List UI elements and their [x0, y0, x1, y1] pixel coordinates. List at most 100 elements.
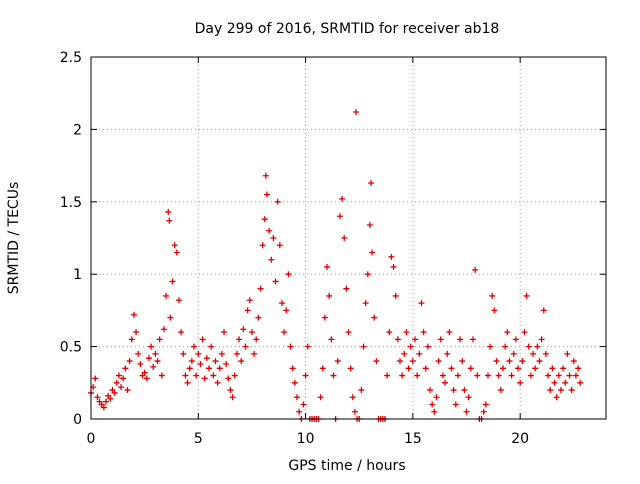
- data-point: [390, 263, 397, 270]
- y-tick-label: 0: [73, 412, 82, 428]
- data-point: [218, 350, 225, 357]
- data-point: [212, 358, 219, 365]
- data-point: [270, 235, 277, 241]
- data-point: [500, 365, 506, 372]
- data-point: [133, 329, 140, 336]
- data-point: [366, 221, 373, 228]
- data-point: [407, 343, 414, 350]
- data-point: [171, 242, 178, 249]
- data-point: [130, 311, 137, 318]
- data-point: [347, 365, 354, 372]
- data-point: [126, 358, 133, 365]
- data-point: [394, 336, 401, 343]
- data-point: [336, 213, 343, 220]
- data-point: [225, 375, 232, 382]
- data-point: [169, 278, 176, 285]
- data-point: [214, 379, 221, 386]
- data-point: [180, 350, 187, 357]
- data-point: [553, 394, 560, 401]
- data-point: [369, 249, 376, 256]
- grid-lines: [91, 57, 606, 419]
- data-point: [160, 326, 167, 333]
- data-point: [253, 336, 260, 343]
- data-point: [203, 355, 210, 362]
- data-point: [517, 379, 524, 386]
- data-point: [263, 191, 270, 198]
- data-point: [519, 358, 526, 365]
- data-point: [167, 314, 174, 321]
- data-point: [141, 369, 148, 376]
- data-point: [403, 329, 410, 336]
- data-point: [412, 336, 419, 343]
- data-point: [515, 365, 522, 372]
- data-point: [467, 365, 474, 372]
- data-point: [572, 372, 579, 379]
- data-point: [191, 343, 197, 350]
- data-point: [285, 271, 292, 278]
- data-point: [538, 336, 545, 343]
- data-point: [362, 300, 369, 307]
- data-point: [113, 379, 120, 386]
- y-tick-label: 1.5: [60, 195, 82, 211]
- data-point: [508, 372, 515, 379]
- data-point: [491, 307, 498, 314]
- data-point: [353, 109, 360, 116]
- data-point: [420, 329, 427, 336]
- data-point: [439, 372, 446, 379]
- data-point: [557, 387, 564, 394]
- y-tick-label: 1: [73, 267, 82, 283]
- data-point: [461, 387, 468, 394]
- data-point: [334, 358, 341, 365]
- data-point: [294, 394, 300, 401]
- data-point: [182, 372, 189, 379]
- data-point: [324, 263, 331, 270]
- data-point: [238, 358, 245, 365]
- data-point: [527, 372, 534, 379]
- data-point: [506, 358, 513, 365]
- data-point: [289, 365, 296, 372]
- data-point: [360, 343, 367, 350]
- data-point: [251, 350, 258, 357]
- data-point: [328, 336, 335, 343]
- data-point: [512, 336, 519, 343]
- data-point: [216, 365, 223, 372]
- data-point: [562, 379, 569, 386]
- data-point: [100, 404, 107, 411]
- data-point: [319, 365, 326, 372]
- data-point: [484, 372, 491, 379]
- data-point: [178, 329, 185, 336]
- data-point: [368, 179, 375, 186]
- data-point: [321, 314, 328, 321]
- data-point: [472, 266, 479, 273]
- data-point: [231, 372, 238, 379]
- data-point: [184, 379, 191, 386]
- data-point: [549, 365, 556, 372]
- plot-frame: [90, 56, 607, 420]
- data-point: [197, 360, 204, 367]
- data-point: [276, 242, 283, 249]
- data-point: [474, 372, 481, 379]
- data-point: [122, 365, 129, 372]
- y-axis-label: SRMTID / TECUs: [6, 182, 22, 295]
- data-point: [304, 343, 311, 350]
- chart-title: Day 299 of 2016, SRMTID for receiver ab1…: [195, 21, 500, 37]
- data-point: [442, 379, 449, 386]
- data-point: [193, 372, 200, 379]
- data-point: [364, 271, 371, 278]
- data-point: [287, 343, 294, 350]
- data-point: [521, 329, 528, 336]
- data-point: [156, 336, 163, 343]
- data-point: [534, 343, 541, 350]
- data-point: [540, 307, 547, 314]
- x-axis-label: GPS time / hours: [288, 458, 405, 474]
- data-point: [392, 292, 399, 299]
- data-point: [416, 350, 423, 357]
- data-point: [349, 394, 356, 401]
- data-point: [166, 217, 173, 224]
- data-point: [480, 408, 487, 415]
- data-point: [497, 387, 504, 394]
- data-point: [118, 384, 125, 391]
- data-point: [427, 387, 434, 394]
- data-point: [242, 343, 249, 350]
